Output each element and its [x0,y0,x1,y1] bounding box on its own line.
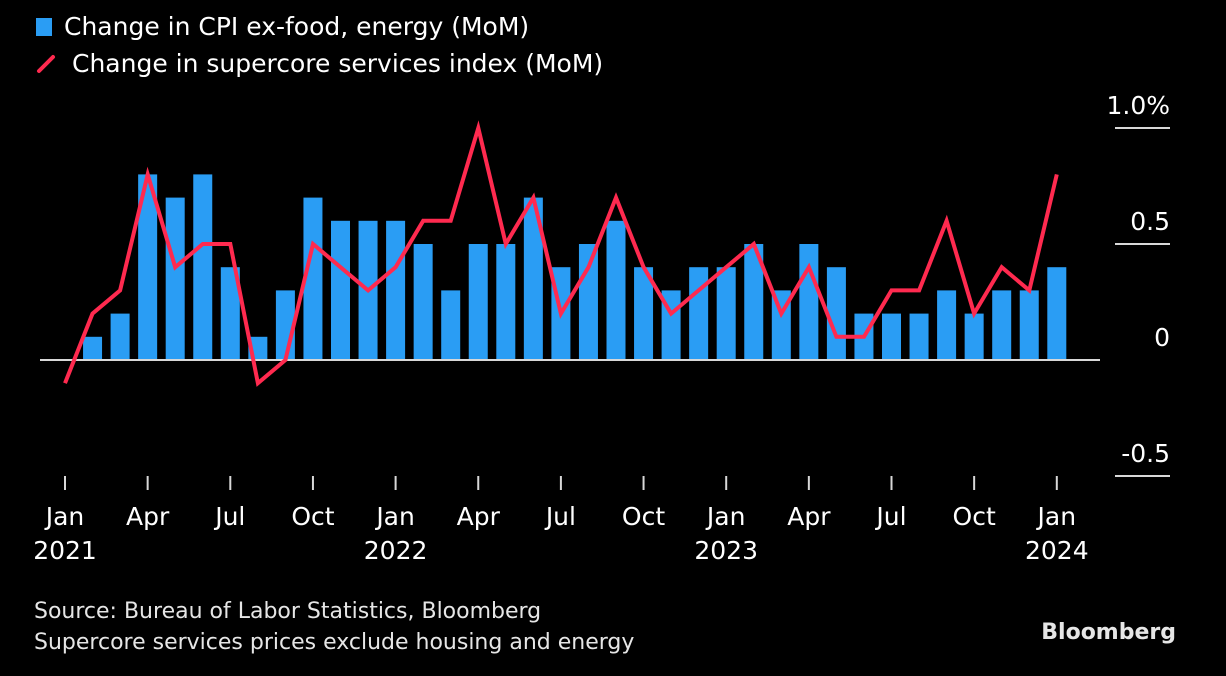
y-tick-label: 0.5 [1130,207,1170,236]
bar [937,290,957,360]
x-year-label: 2024 [1025,536,1089,565]
footnote: Supercore services prices exclude housin… [34,630,635,655]
bar [826,267,846,360]
bar [882,313,901,360]
bar [606,220,626,360]
bar [331,220,350,360]
bar [386,220,406,360]
bar [716,267,736,360]
bar [799,244,819,360]
legend-entry-core-cpi: Change in CPI ex-food, energy (MoM) [36,8,603,45]
bar [303,197,323,360]
y-tick-label: 0 [1154,323,1170,352]
line-swatch-icon [37,54,55,73]
bar [744,244,764,360]
bar [496,244,516,360]
bar [138,174,158,360]
legend: Change in CPI ex-food, energy (MoM) Chan… [36,8,603,82]
bar-series [55,174,1067,361]
y-tick-label: 1.0% [1106,91,1170,120]
x-tick-label: Oct [291,502,334,531]
x-tick-label: Jul [213,502,245,531]
x-axis: Jan 2021 Apr Jul Oct Jan 2022 Apr Jul Oct Jan 2023 A… [33,476,1089,565]
bar [992,290,1012,360]
x-year-label: 2022 [364,536,428,565]
bar [634,267,654,360]
bar [413,244,433,360]
x-tick-label: Jul [874,502,906,531]
bar [1047,267,1067,360]
bar-swatch-icon [36,17,52,36]
bar [964,313,984,360]
bar [83,336,103,360]
source-note: Source: Bureau of Labor Statistics, Bloo… [34,599,542,624]
y-axis: 1.0% 0.5 0 -0.5 [1106,91,1170,477]
x-tick-label: Apr [126,502,170,531]
footer: Source: Bureau of Labor Statistics, Bloo… [34,596,634,658]
line-series [63,120,1059,387]
bar [689,267,709,360]
bar [578,244,598,360]
bar [468,244,488,360]
x-tick-label: Jul [544,502,576,531]
bar [909,313,929,360]
bar [193,174,213,360]
x-tick-label: Jan [705,502,746,531]
x-tick-label: Jan [1036,502,1077,531]
x-tick-label: Jan [374,502,415,531]
bar [523,197,543,360]
y-tick-label: -0.5 [1121,439,1170,468]
x-tick-label: Oct [622,502,665,531]
bloomberg-logo: Bloomberg [1041,620,1176,645]
bar [165,197,185,360]
x-year-label: 2021 [33,536,97,565]
x-year-label: 2023 [694,536,758,565]
legend-entry-supercore: Change in supercore services index (MoM) [36,45,603,82]
x-tick-label: Apr [457,502,501,531]
bar [1019,290,1039,360]
legend-label-supercore: Change in supercore services index (MoM) [72,49,604,78]
legend-label-core-cpi: Change in CPI ex-food, energy (MoM) [64,12,530,41]
x-tick-label: Oct [953,502,996,531]
x-tick-label: Jan [44,502,85,531]
bar [220,267,240,360]
bar [110,313,130,360]
x-tick-label: Apr [787,502,831,531]
bar [441,290,461,360]
